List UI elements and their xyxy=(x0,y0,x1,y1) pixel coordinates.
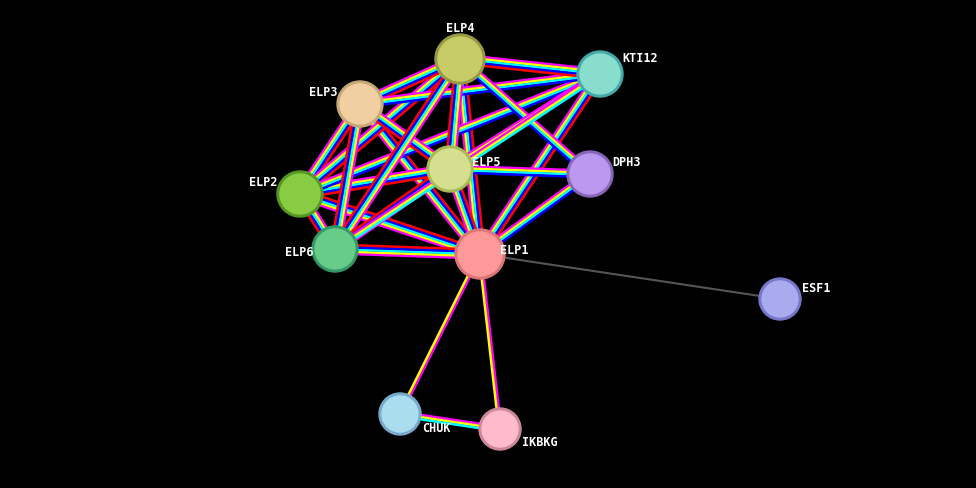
Circle shape xyxy=(430,150,470,190)
Circle shape xyxy=(435,35,485,85)
Text: IKBKG: IKBKG xyxy=(522,436,557,448)
Text: CHUK: CHUK xyxy=(422,421,451,434)
Circle shape xyxy=(280,175,320,215)
Circle shape xyxy=(277,172,323,218)
Circle shape xyxy=(312,226,358,272)
Circle shape xyxy=(340,85,380,125)
Text: ELP2: ELP2 xyxy=(250,176,278,189)
Circle shape xyxy=(438,38,482,82)
Circle shape xyxy=(479,408,521,450)
Circle shape xyxy=(382,396,418,432)
Circle shape xyxy=(759,279,801,320)
Text: KTI12: KTI12 xyxy=(622,51,658,64)
Text: ELP4: ELP4 xyxy=(446,21,474,35)
Circle shape xyxy=(577,52,623,98)
Circle shape xyxy=(762,282,798,317)
Circle shape xyxy=(379,393,421,435)
Text: ELP6: ELP6 xyxy=(284,246,313,259)
Text: ESF1: ESF1 xyxy=(802,281,831,294)
Circle shape xyxy=(567,152,613,198)
Text: ELP3: ELP3 xyxy=(309,86,338,99)
Circle shape xyxy=(427,147,473,193)
Circle shape xyxy=(482,411,518,447)
Text: ELP5: ELP5 xyxy=(472,156,501,169)
Text: DPH3: DPH3 xyxy=(612,156,640,169)
Circle shape xyxy=(337,82,383,128)
Text: ELP1: ELP1 xyxy=(500,243,528,256)
Circle shape xyxy=(580,55,620,95)
Circle shape xyxy=(570,155,610,195)
Circle shape xyxy=(458,232,502,276)
Circle shape xyxy=(315,229,355,269)
Circle shape xyxy=(455,229,505,280)
